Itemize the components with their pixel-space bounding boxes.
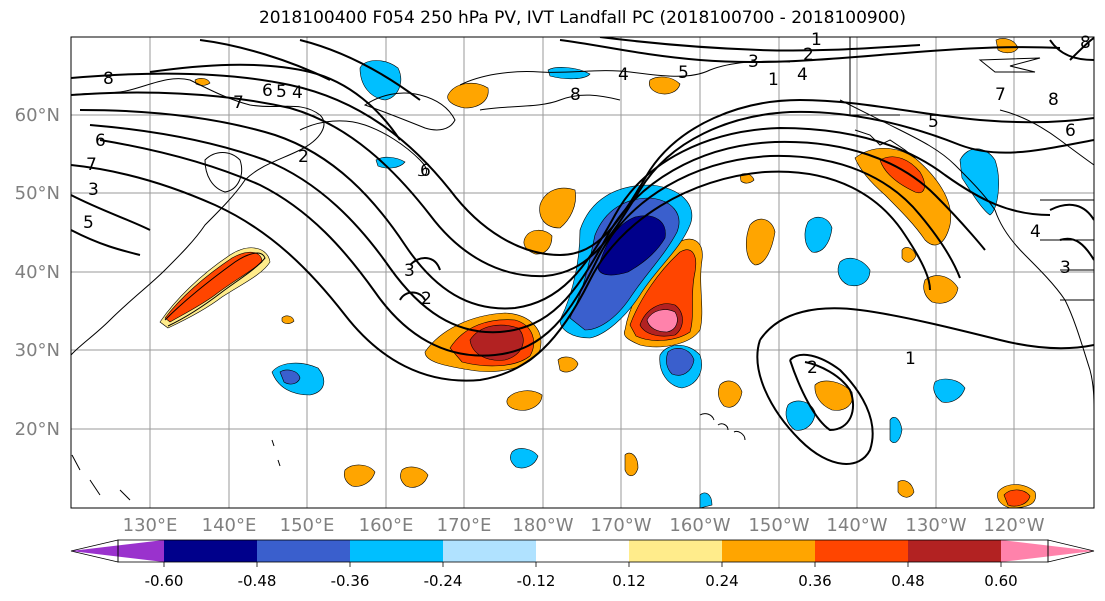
colorbar-segment: [908, 540, 1002, 562]
contour-label: 7: [995, 85, 1006, 105]
lon-label: 130°E: [123, 515, 178, 536]
colorbar-segment: [629, 540, 723, 562]
colorbar-segment: [815, 540, 909, 562]
colorbar-segment: [536, 540, 630, 562]
colorbar-tick-label: 0.36: [798, 572, 831, 590]
colorbar-segment: [164, 540, 258, 562]
contour-label: 3: [404, 261, 415, 281]
contour-label: 2: [807, 358, 818, 378]
contour-label: 2: [803, 45, 814, 65]
contour-label: 4: [797, 65, 808, 85]
contour-label: 7: [233, 93, 244, 113]
colorbar-segment: [257, 540, 351, 562]
lat-label: 30°N: [15, 340, 60, 361]
longitude-labels: 130°E 140°E 150°E 160°E 170°E 180°W 170°…: [123, 515, 1045, 536]
colorbar-tick-label: -0.48: [238, 572, 277, 590]
contour-label: 8: [103, 69, 114, 89]
colorbar-tick-label: -0.36: [331, 572, 370, 590]
ivt-contours: [71, 37, 1094, 465]
colorbar-tick-label: 0.48: [891, 572, 924, 590]
lat-label: 20°N: [15, 419, 60, 440]
lon-label: 130°W: [905, 515, 966, 536]
latitude-labels: 60°N 50°N 40°N 30°N 20°N: [15, 105, 60, 440]
colorbar-tick-label: -0.24: [424, 572, 463, 590]
colorbar-tick-label: 0.12: [612, 572, 645, 590]
contour-label: 5: [276, 82, 287, 102]
lon-label: 170°E: [437, 515, 492, 536]
contour-label: 1: [905, 349, 916, 369]
contour-label: 2: [421, 289, 432, 309]
colorbar-tick-label: 0.24: [705, 572, 738, 590]
lat-label: 60°N: [15, 105, 60, 126]
lon-label: 160°W: [669, 515, 730, 536]
colorbar-segment: [71, 540, 164, 562]
contour-label: 1: [768, 70, 779, 90]
contour-label: 5: [678, 63, 689, 83]
contour-label: 6: [1065, 121, 1076, 141]
colorbar-segment: [443, 540, 537, 562]
map-title: 2018100400 F054 250 hPa PV, IVT Landfall…: [258, 8, 906, 28]
contour-label: 8: [1048, 90, 1059, 110]
lon-label: 150°W: [748, 515, 809, 536]
contour-label: 4: [1030, 222, 1041, 242]
contour-label: 5: [928, 112, 939, 132]
contour-label: 3: [748, 52, 759, 72]
colorbar-tick-label: -0.12: [517, 572, 556, 590]
lat-label: 50°N: [15, 183, 60, 204]
contour-label: 1: [811, 30, 822, 50]
colorbar-segment: [722, 540, 816, 562]
colorbar-segment: [350, 540, 444, 562]
contour-label: 6: [420, 161, 431, 181]
lon-label: 150°E: [280, 515, 335, 536]
colorbar-segments: [71, 540, 1094, 562]
lon-label: 180°W: [512, 515, 573, 536]
lon-label: 160°E: [359, 515, 414, 536]
lon-label: 120°W: [983, 515, 1044, 536]
coastlines: [71, 37, 1094, 501]
lat-label: 40°N: [15, 262, 60, 283]
contour-label: 5: [83, 213, 94, 233]
contour-label: 2: [298, 147, 309, 167]
contour-label: 4: [618, 65, 629, 85]
contour-label: 3: [88, 180, 99, 200]
contour-label: 6: [95, 131, 106, 151]
lon-label: 170°W: [590, 515, 651, 536]
lon-label: 140°E: [202, 515, 257, 536]
contour-label: 6: [262, 81, 273, 101]
contour-labels: 8 7 6 5 4 3 2 1 8 6 5 4 3 2 1 2 3 4 5 6 …: [83, 30, 1091, 378]
colorbar-tick-label: -0.60: [145, 572, 184, 590]
contour-label: 3: [1060, 258, 1071, 278]
colorbar-segment: [1001, 540, 1094, 562]
colorbar-tick-label: 0.60: [984, 572, 1017, 590]
lon-label: 140°W: [826, 515, 887, 536]
colorbar: -0.60 -0.48 -0.36 -0.24 -0.12 0.12 0.24 0.36 0.4…: [70, 539, 1095, 590]
contour-label: 4: [292, 83, 303, 103]
contour-label: 8: [570, 85, 581, 105]
contour-label: 8: [1080, 33, 1091, 53]
contour-label: 7: [86, 155, 97, 175]
map-frame: [70, 36, 1095, 509]
